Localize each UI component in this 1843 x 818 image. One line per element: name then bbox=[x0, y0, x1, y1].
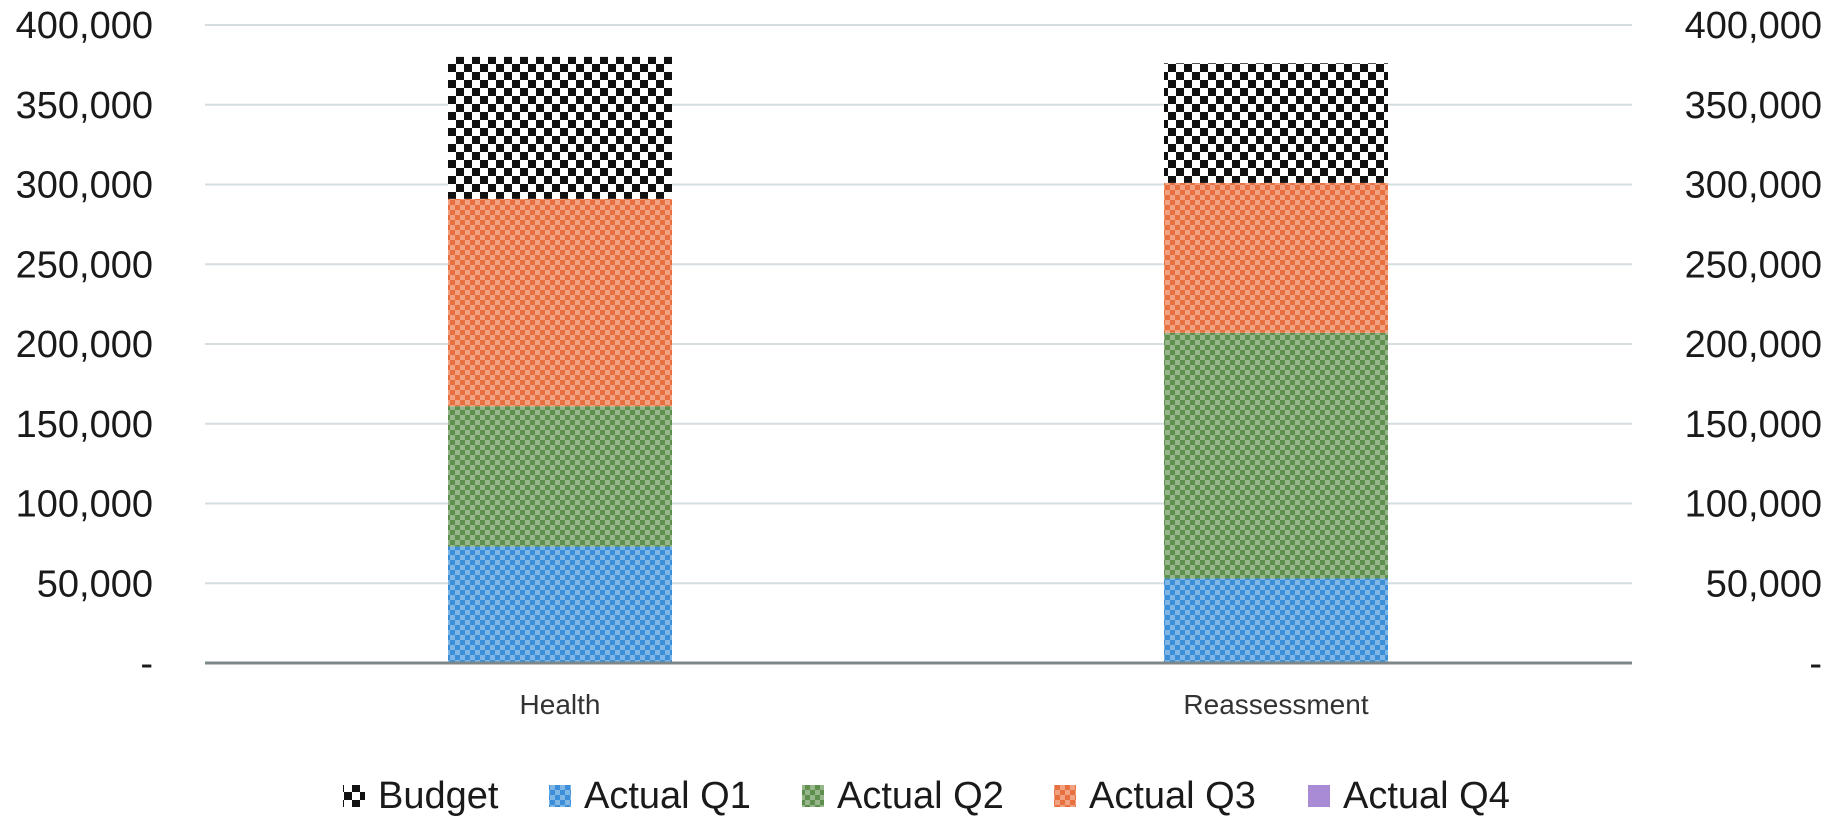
legend-swatch-actual-q3 bbox=[1054, 785, 1076, 807]
bar-segment-budget-health bbox=[448, 56, 672, 199]
bar-segment-actual-q3-reassessment bbox=[1164, 182, 1388, 333]
y-tick-label-right: - bbox=[1809, 643, 1822, 685]
legend-label: Actual Q1 bbox=[584, 775, 751, 817]
legend: Budget Actual Q1 Actual Q2 Actual Q3 Actual … bbox=[343, 775, 1510, 817]
bar-segment-actual-q2-reassessment bbox=[1164, 332, 1388, 579]
y-tick-label-right: 200,000 bbox=[1685, 324, 1822, 366]
bar-segment-actual-q1-reassessment bbox=[1164, 578, 1388, 663]
axes: - - 50,000 50,000 100,000 100,000 150,000 150,0… bbox=[16, 5, 1822, 720]
x-tick-label: Health bbox=[520, 689, 601, 720]
y-tick-label-left: - bbox=[140, 643, 153, 685]
y-tick-label-left: 50,000 bbox=[37, 563, 153, 605]
legend-swatch-actual-q1 bbox=[549, 785, 571, 807]
y-tick-label-left: 200,000 bbox=[16, 324, 153, 366]
y-tick-label-left: 250,000 bbox=[16, 244, 153, 286]
gridlines bbox=[205, 24, 1632, 585]
y-tick-label-left: 100,000 bbox=[16, 484, 153, 526]
y-tick-label-right: 100,000 bbox=[1685, 484, 1822, 526]
y-tick-label-left: 150,000 bbox=[16, 404, 153, 446]
y-tick-label-right: 250,000 bbox=[1685, 244, 1822, 286]
legend-label: Budget bbox=[378, 775, 499, 817]
legend-label: Actual Q3 bbox=[1089, 775, 1256, 817]
bar-segment-actual-q1-health bbox=[448, 546, 672, 663]
bars bbox=[448, 56, 1388, 663]
bar-segment-actual-q2-health bbox=[448, 406, 672, 547]
y-tick-label-right: 300,000 bbox=[1685, 165, 1822, 207]
y-tick-label-left: 300,000 bbox=[16, 165, 153, 207]
legend-swatch-actual-q4 bbox=[1308, 785, 1330, 807]
bar-segment-budget-reassessment bbox=[1164, 63, 1388, 183]
x-tick-label: Reassessment bbox=[1183, 689, 1368, 720]
legend-label: Actual Q4 bbox=[1343, 775, 1510, 817]
legend-swatch-budget bbox=[343, 785, 365, 807]
y-tick-label-left: 400,000 bbox=[16, 5, 153, 47]
bar-segment-actual-q3-health bbox=[448, 198, 672, 407]
y-tick-label-right: 50,000 bbox=[1706, 563, 1822, 605]
legend-swatch-actual-q2 bbox=[802, 785, 824, 807]
legend-label: Actual Q2 bbox=[837, 775, 1004, 817]
y-tick-label-left: 350,000 bbox=[16, 85, 153, 127]
y-tick-label-right: 400,000 bbox=[1685, 5, 1822, 47]
y-tick-label-right: 150,000 bbox=[1685, 404, 1822, 446]
y-tick-label-right: 350,000 bbox=[1685, 85, 1822, 127]
